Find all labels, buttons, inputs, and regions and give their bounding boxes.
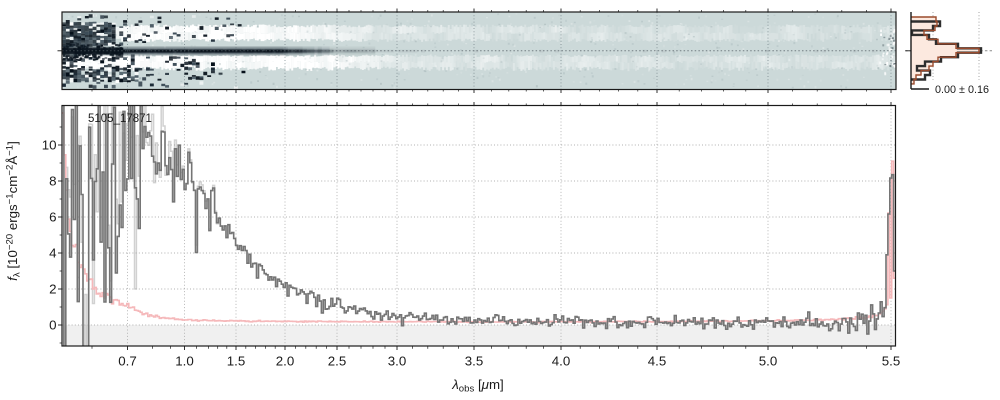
svg-text:2.5: 2.5 (328, 354, 347, 369)
svg-text:4: 4 (49, 246, 56, 261)
svg-text:4.5: 4.5 (648, 354, 667, 369)
svg-text:5105_17871: 5105_17871 (88, 113, 152, 125)
svg-text:10: 10 (42, 138, 57, 153)
svg-text:0: 0 (49, 318, 56, 333)
svg-text:6: 6 (49, 210, 56, 225)
svg-text:0.7: 0.7 (118, 354, 137, 369)
svg-text:5.5: 5.5 (882, 354, 901, 369)
svg-text:1.0: 1.0 (175, 354, 194, 369)
svg-text:8: 8 (49, 174, 56, 189)
svg-text:2.0: 2.0 (276, 354, 295, 369)
svg-text:λobs [μm]: λobs [μm] (451, 377, 503, 395)
svg-text:3.0: 3.0 (388, 354, 407, 369)
svg-text:3.5: 3.5 (465, 354, 484, 369)
svg-text:2: 2 (49, 282, 56, 297)
svg-text:4.0: 4.0 (552, 354, 571, 369)
svg-text:1.5: 1.5 (227, 354, 246, 369)
svg-text:5.0: 5.0 (759, 354, 778, 369)
svg-text:0.00 ± 0.16: 0.00 ± 0.16 (935, 84, 989, 96)
svg-text:fλ [10−20 ergs−1cm−2Å−1]: fλ [10−20 ergs−1cm−2Å−1] (5, 141, 23, 281)
